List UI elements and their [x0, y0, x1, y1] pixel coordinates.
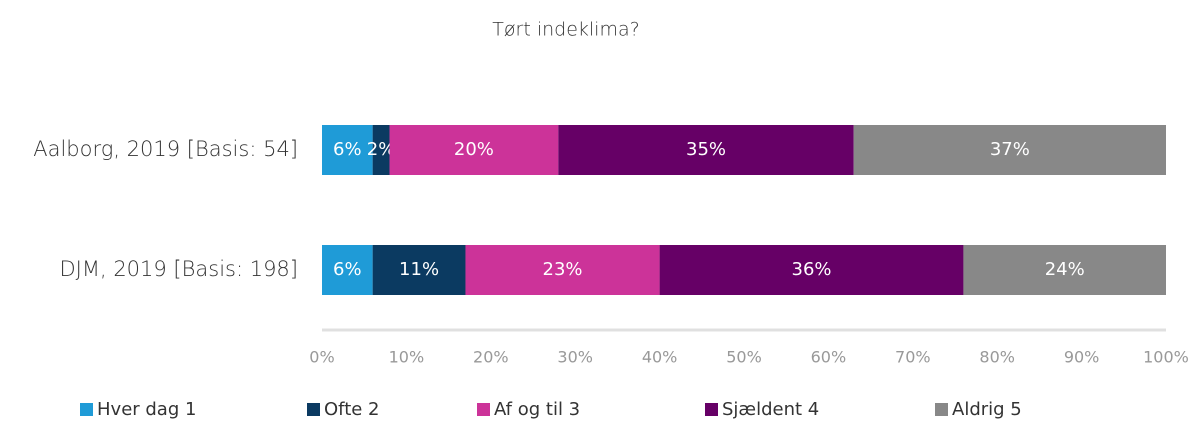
category-label: Aalborg, 2019 [Basis: 54] [33, 137, 298, 161]
x-tick-label: 60% [811, 348, 847, 367]
legend-label: Aldrig 5 [952, 399, 1022, 420]
x-tick-label: 10% [389, 348, 425, 367]
x-tick-label: 100% [1143, 348, 1189, 367]
data-label: 23% [543, 259, 583, 280]
legend-swatch [80, 403, 93, 416]
chart-title: Tørt indeklima? [492, 19, 639, 41]
bar-segment [389, 125, 559, 175]
x-tick-label: 0% [309, 348, 334, 367]
legend-label: Ofte 2 [324, 399, 380, 420]
data-label: 6% [333, 259, 362, 280]
legend-label: Hver dag 1 [97, 399, 196, 420]
x-tick-label: 40% [642, 348, 678, 367]
x-tick-label: 20% [473, 348, 509, 367]
legend-swatch [705, 403, 718, 416]
bar-segment [465, 245, 660, 295]
x-tick-label: 80% [979, 348, 1015, 367]
category-label: DJM, 2019 [Basis: 198] [59, 257, 298, 281]
data-label: 36% [792, 259, 832, 280]
legend-swatch [935, 403, 948, 416]
bar-segment [322, 245, 373, 295]
bar-segment [558, 125, 854, 175]
data-label: 2% [367, 139, 396, 160]
data-label: 6% [333, 139, 362, 160]
bar-segment [372, 245, 466, 295]
data-label: 20% [454, 139, 494, 160]
x-tick-label: 70% [895, 348, 931, 367]
data-label: 37% [990, 139, 1030, 160]
bar-segment [372, 125, 390, 175]
data-label: 24% [1045, 259, 1085, 280]
bar-segment [322, 125, 373, 175]
bar-segment [963, 245, 1166, 295]
bar-segment [853, 125, 1166, 175]
bar-segment [659, 245, 964, 295]
x-tick-label: 50% [726, 348, 762, 367]
legend-swatch [477, 403, 490, 416]
data-label: 35% [686, 139, 726, 160]
x-tick-label: 90% [1064, 348, 1100, 367]
legend-label: Af og til 3 [494, 399, 580, 420]
legend-label: Sjældent 4 [722, 399, 819, 420]
data-label: 11% [399, 259, 439, 280]
legend-swatch [307, 403, 320, 416]
x-tick-label: 30% [557, 348, 593, 367]
